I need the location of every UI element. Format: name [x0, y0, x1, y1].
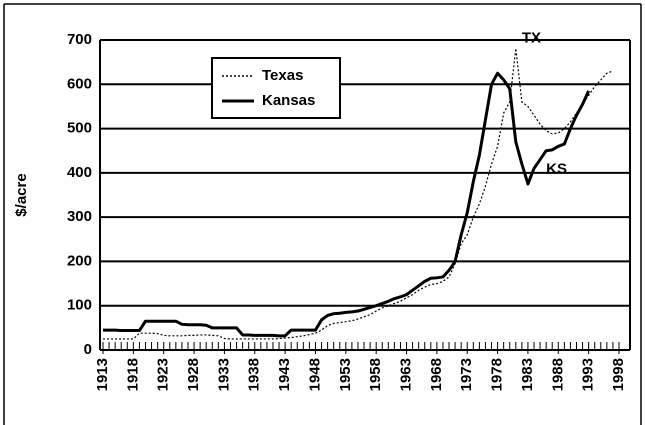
x-tick-label: 1948 — [306, 358, 323, 391]
y-tick-label: 300 — [67, 208, 92, 225]
x-tick-label: 1933 — [215, 358, 232, 391]
y-tick-label: 200 — [67, 252, 92, 269]
x-tick-label: 1913 — [94, 358, 111, 391]
y-tick-label: 600 — [67, 75, 92, 92]
series-line — [103, 47, 614, 340]
x-tick-label: 1968 — [428, 358, 445, 391]
legend-box — [211, 57, 341, 119]
x-tick-label: 1983 — [519, 358, 536, 391]
x-tick-label: 1978 — [489, 358, 506, 391]
annotation: TX — [522, 29, 541, 46]
y-tick-label: 700 — [67, 31, 92, 48]
legend-label: Kansas — [262, 92, 315, 109]
x-tick-label: 1958 — [367, 358, 384, 391]
x-tick-label: 1998 — [610, 358, 627, 391]
x-tick-label: 1963 — [397, 358, 414, 391]
y-axis-label: $/acre — [13, 173, 30, 216]
y-tick-label: 0 — [84, 341, 92, 358]
x-tick-label: 1928 — [185, 358, 202, 391]
series-line — [103, 71, 591, 338]
x-tick-label: 1923 — [155, 358, 172, 391]
x-tick-label: 1953 — [337, 358, 354, 391]
y-tick-label: 100 — [67, 297, 92, 314]
x-tick-label: 1973 — [458, 358, 475, 391]
x-tick-label: 1988 — [549, 358, 566, 391]
x-tick-label: 1993 — [580, 358, 597, 391]
annotation: KS — [546, 160, 567, 177]
y-tick-label: 500 — [67, 120, 92, 137]
x-tick-label: 1918 — [124, 358, 141, 391]
legend-label: Texas — [262, 67, 303, 84]
y-tick-label: 400 — [67, 164, 92, 181]
x-tick-label: 1943 — [276, 358, 293, 391]
x-tick-label: 1938 — [246, 358, 263, 391]
